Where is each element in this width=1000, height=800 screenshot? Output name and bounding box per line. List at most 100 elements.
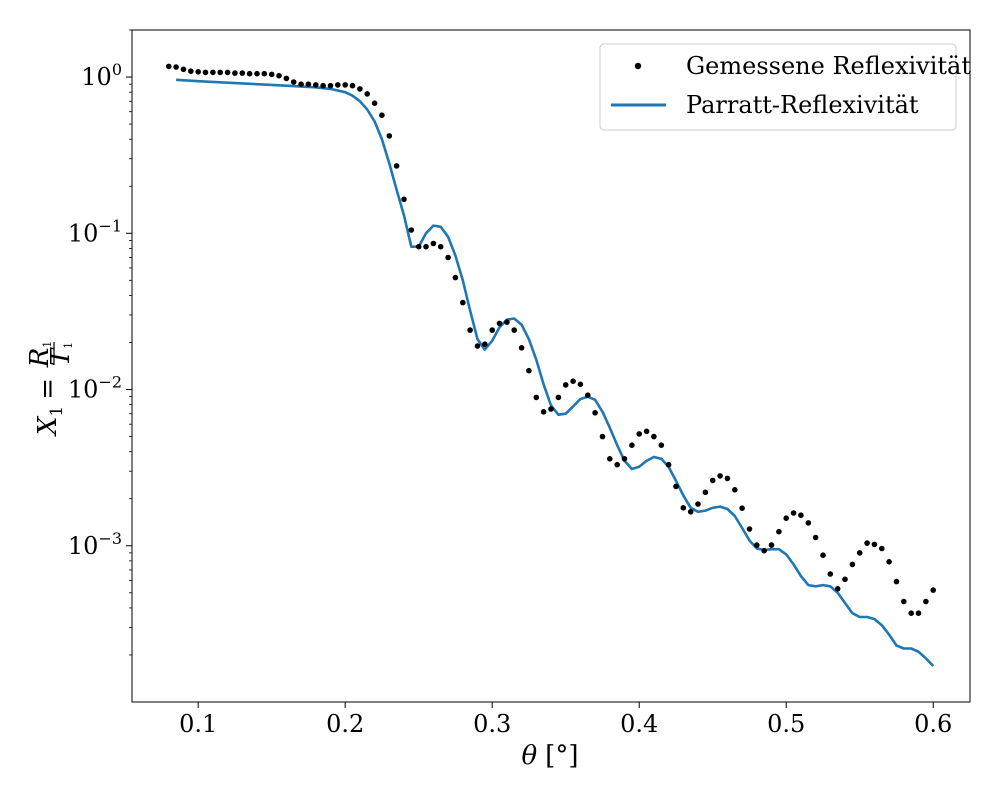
- data-point-measured: [783, 515, 789, 521]
- data-point-measured: [386, 133, 393, 139]
- data-point-measured: [180, 66, 187, 73]
- data-point-measured: [614, 461, 620, 468]
- data-point-measured: [577, 381, 584, 388]
- data-point-measured: [173, 64, 179, 70]
- data-point-measured: [724, 475, 731, 482]
- data-point-measured: [504, 319, 510, 325]
- data-point-measured: [393, 163, 400, 169]
- data-point-measured: [349, 82, 356, 89]
- data-point-measured: [261, 70, 268, 77]
- data-point-measured: [202, 69, 209, 76]
- data-point-measured: [474, 343, 481, 349]
- y-tick-label: 10−3: [68, 529, 122, 560]
- x-tick-label: 0.3: [473, 710, 511, 738]
- data-point-measured: [879, 545, 885, 552]
- legend-label-measured: Gemessene Reflexivität: [686, 52, 971, 80]
- data-point-measured: [320, 82, 326, 89]
- data-point-measured: [166, 63, 172, 70]
- data-point-measured: [871, 541, 878, 548]
- data-point-measured: [702, 489, 709, 496]
- data-point-measured: [408, 227, 415, 233]
- x-tick-label: 0.2: [326, 710, 364, 738]
- data-point-measured: [812, 534, 819, 541]
- data-point-measured: [415, 243, 422, 250]
- y-axis-ticks: 100 10−1 10−2 10−3: [68, 60, 132, 560]
- data-point-measured: [805, 520, 812, 526]
- data-point-measured: [754, 542, 760, 548]
- y-axis-label: X1= R1 T1: [25, 341, 76, 437]
- data-point-measured: [834, 586, 841, 592]
- data-point-measured: [452, 274, 459, 281]
- x-axis-ticks: 0.1 0.2 0.3 0.4 0.5 0.6: [179, 702, 952, 738]
- data-point-measured: [313, 82, 319, 88]
- data-point-measured: [239, 70, 246, 76]
- data-point-measured: [827, 571, 834, 577]
- data-point-measured: [768, 542, 775, 548]
- data-point-measured: [511, 327, 517, 333]
- data-point-measured: [298, 81, 304, 87]
- data-point-measured: [592, 410, 598, 416]
- data-point-measured: [739, 505, 745, 512]
- x-tick-label: 0.5: [767, 710, 805, 738]
- data-point-measured: [651, 433, 657, 440]
- data-point-measured: [776, 528, 782, 535]
- data-point-measured: [886, 559, 892, 565]
- legend: Gemessene Reflexivität Parratt-Reflexivi…: [599, 43, 971, 131]
- data-point-measured: [680, 505, 687, 511]
- plot-area: [166, 63, 936, 667]
- x-tick-label: 0.4: [620, 710, 658, 738]
- data-point-measured: [842, 576, 848, 583]
- data-point-measured: [555, 394, 562, 401]
- y-axis-minor-ticks: [129, 29, 132, 656]
- data-point-measured: [746, 526, 753, 532]
- data-point-measured: [335, 82, 341, 88]
- data-point-measured: [254, 70, 260, 77]
- data-point-measured: [599, 433, 606, 440]
- data-point-measured: [732, 487, 738, 493]
- data-point-measured: [798, 512, 804, 518]
- data-point-measured: [489, 327, 496, 333]
- y-tick-label: 10−2: [68, 373, 122, 404]
- data-point-measured: [423, 243, 429, 250]
- data-point-measured: [643, 428, 650, 435]
- data-point-measured: [217, 69, 223, 76]
- x-tick-label: 0.1: [179, 710, 217, 738]
- svg-text:T1: T1: [46, 342, 76, 366]
- data-point-measured: [585, 392, 591, 399]
- data-point-measured: [305, 81, 312, 87]
- data-point-measured: [761, 547, 767, 554]
- data-point-measured: [224, 69, 231, 76]
- data-point-measured: [908, 610, 914, 616]
- data-point-measured: [915, 610, 922, 616]
- data-point-measured: [923, 598, 929, 605]
- data-point-measured: [849, 561, 856, 568]
- data-point-measured: [246, 70, 253, 77]
- y-tick-label: 100: [81, 60, 122, 91]
- data-point-measured: [283, 75, 290, 82]
- data-point-measured: [460, 299, 466, 306]
- data-point-measured: [570, 378, 576, 385]
- legend-marker-measured: [634, 62, 642, 70]
- data-point-measured: [188, 68, 194, 74]
- series-line-parratt: [176, 78, 935, 667]
- data-point-measured: [210, 69, 216, 76]
- data-point-measured: [687, 509, 694, 515]
- data-point-measured: [673, 483, 679, 490]
- data-point-measured: [371, 100, 378, 106]
- data-point-measured: [540, 409, 547, 415]
- data-point-measured: [467, 327, 473, 333]
- data-point-measured: [856, 550, 863, 556]
- data-point-measured: [901, 598, 907, 605]
- data-point-measured: [562, 382, 569, 388]
- x-axis-label: θ [°]: [522, 741, 579, 771]
- y-tick-label: 10−1: [68, 216, 122, 247]
- data-point-measured: [482, 341, 488, 348]
- data-point-measured: [820, 552, 826, 558]
- data-point-measured: [232, 70, 238, 76]
- data-point-measured: [709, 477, 716, 484]
- data-point-measured: [930, 587, 936, 593]
- data-point-measured: [636, 431, 642, 437]
- data-point-measured: [864, 540, 870, 546]
- legend-label-parratt: Parratt-Reflexivität: [686, 91, 919, 119]
